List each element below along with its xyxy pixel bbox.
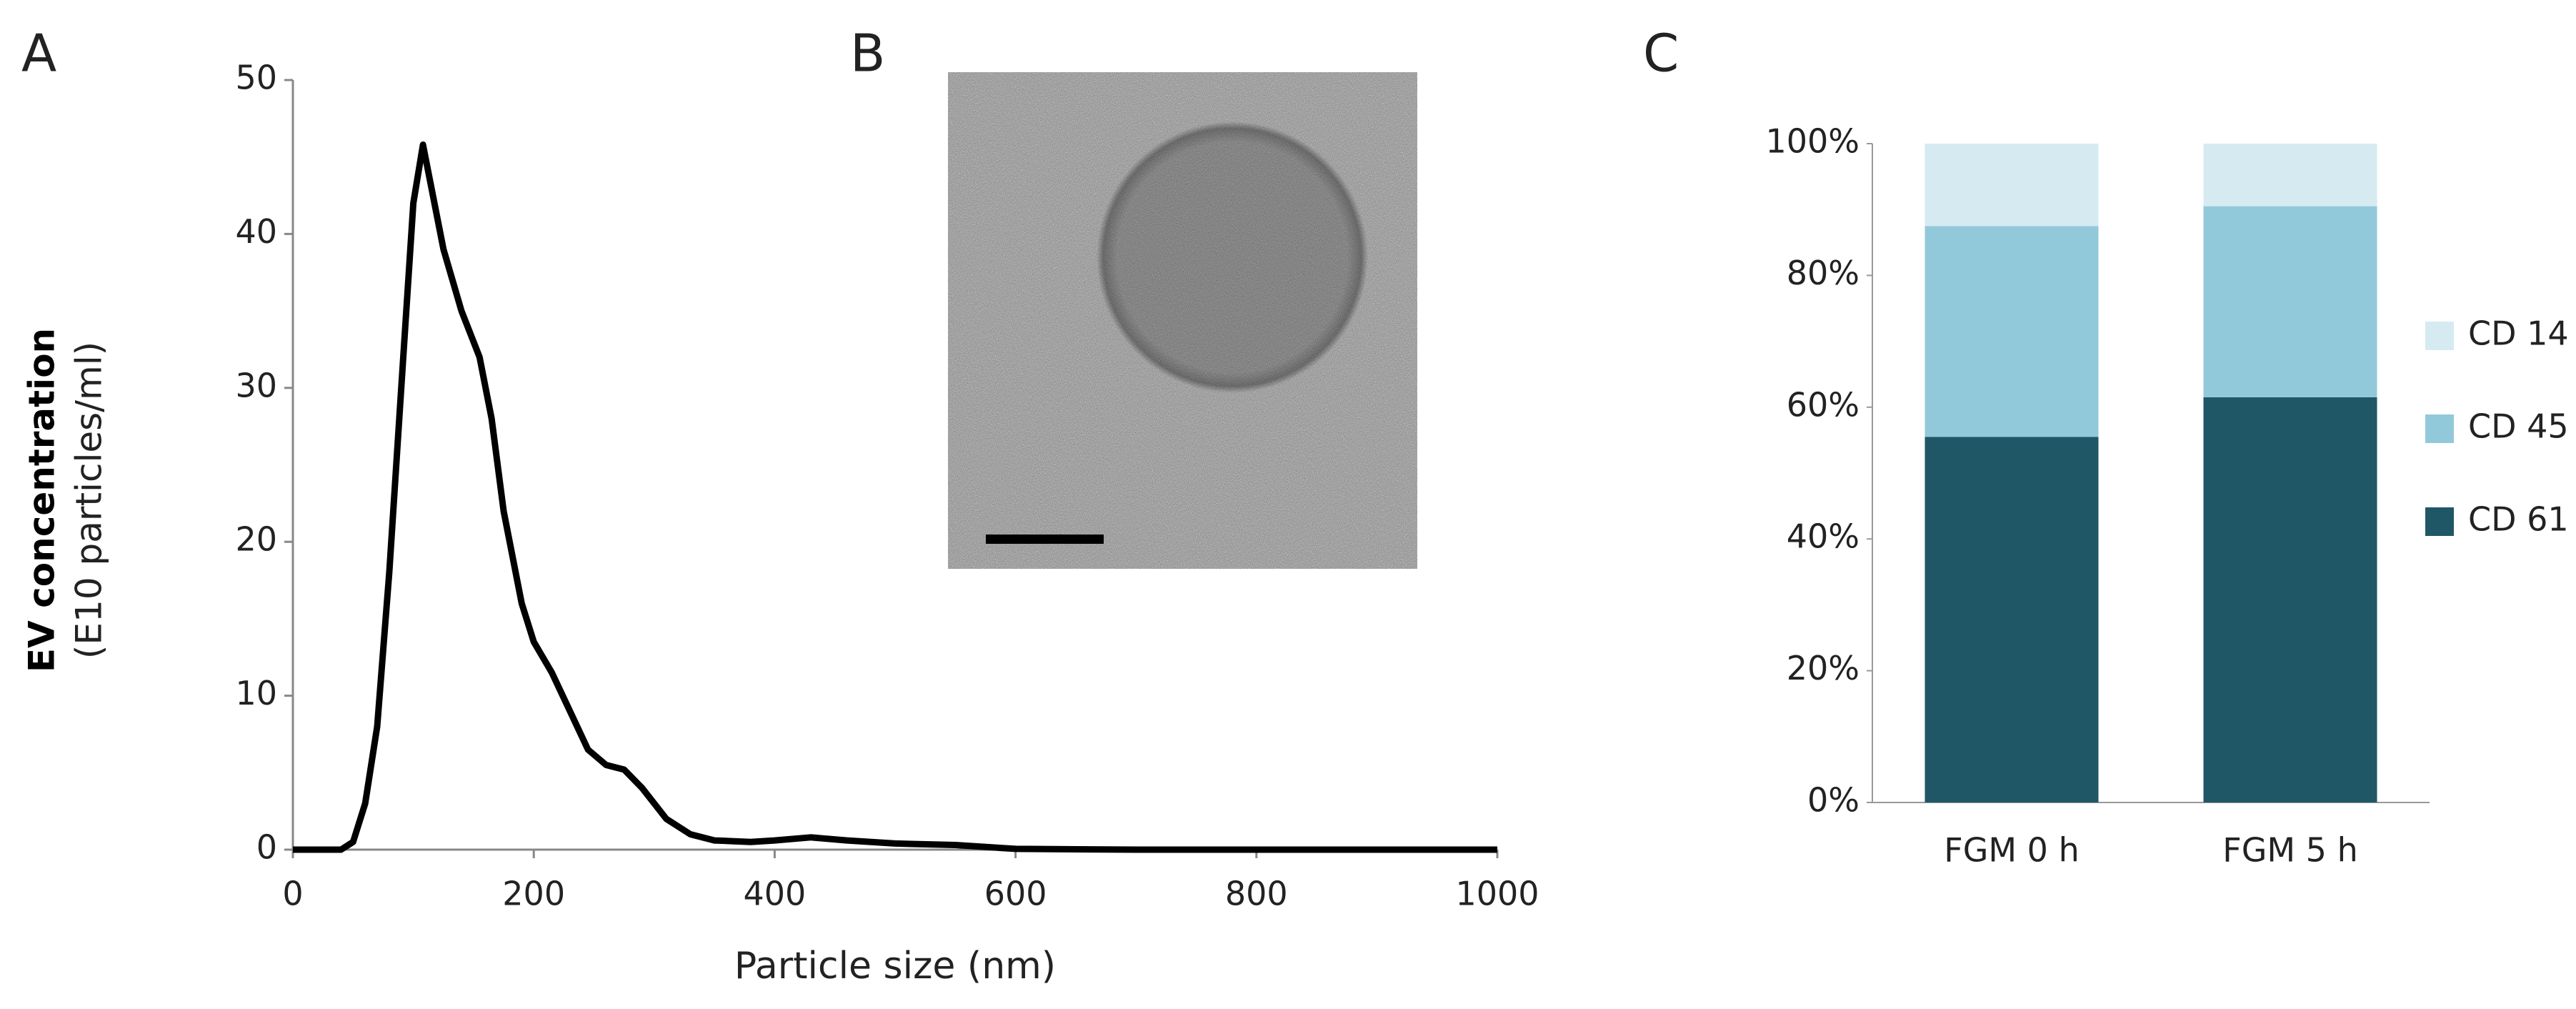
legend-swatch — [2425, 414, 2454, 443]
y-axis-title: EV concentration — [21, 328, 63, 672]
y-tick-label: 0 — [256, 828, 277, 867]
y-tick-label: 50 — [235, 59, 277, 97]
curve — [293, 141, 1497, 853]
legend-label: CD 61 — [2468, 500, 2569, 539]
legend-swatch — [2425, 322, 2454, 350]
y-tick-label: 80% — [1787, 254, 1859, 292]
legend-swatch — [2425, 507, 2454, 536]
y-tick-label: 30 — [235, 366, 277, 404]
x-tick-label: 800 — [1225, 875, 1288, 913]
x-tick-label: 600 — [984, 875, 1047, 913]
scale-bar — [986, 535, 1104, 544]
bar-segment — [2203, 144, 2377, 207]
x-axis-title: Particle size (nm) — [734, 945, 1056, 988]
panel-label: C — [1643, 24, 1679, 84]
bar-segment — [2203, 206, 2377, 397]
y-tick-label: 20% — [1787, 649, 1859, 687]
x-tick-label: FGM 0 h — [1944, 831, 2079, 870]
y-tick-label: 20 — [235, 520, 277, 559]
bar-segment — [2203, 397, 2377, 802]
y-tick-label: 0% — [1807, 781, 1859, 820]
micrograph — [948, 72, 1417, 569]
x-tick-label: 400 — [743, 875, 806, 913]
bar-segment — [1924, 226, 2099, 437]
y-axis-subtitle: (E10 particles/ml) — [69, 342, 110, 659]
y-tick-label: 60% — [1787, 385, 1859, 424]
y-tick-label: 10 — [235, 674, 277, 712]
y-tick-label: 40 — [235, 212, 277, 251]
x-tick-label: 1000 — [1455, 875, 1539, 913]
x-tick-label: 200 — [502, 875, 565, 913]
legend-label: CD 14 — [2468, 314, 2569, 353]
bar-segment — [1924, 437, 2099, 802]
y-tick-label: 40% — [1787, 517, 1859, 556]
x-tick-label: FGM 5 h — [2222, 831, 2357, 870]
y-tick-label: 100% — [1765, 122, 1859, 161]
x-tick-label: 0 — [282, 875, 303, 913]
legend-label: CD 45 — [2468, 407, 2569, 446]
bar-segment — [1924, 144, 2099, 227]
panel-label: A — [21, 24, 56, 84]
panel-label: B — [850, 24, 885, 84]
